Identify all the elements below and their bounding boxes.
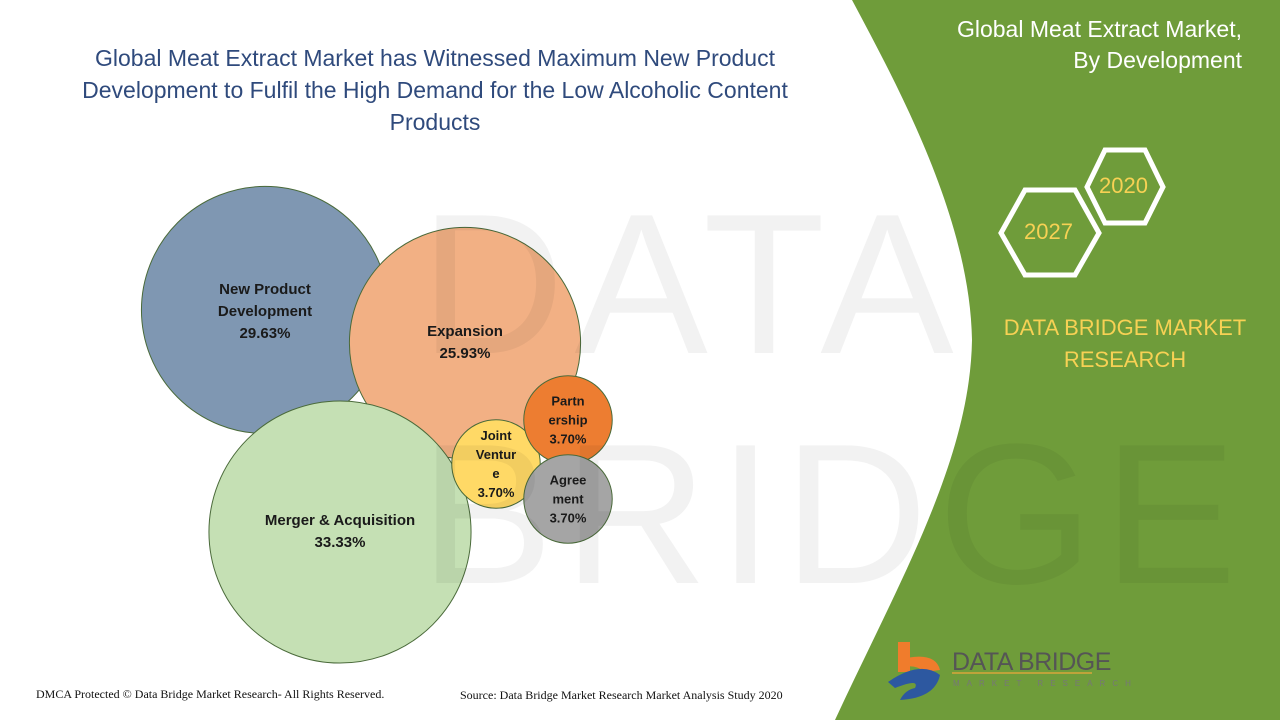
green-side-panel: [835, 0, 1280, 720]
panel-title: Global Meat Extract Market, By Developme…: [957, 14, 1242, 76]
logo-icon: [888, 642, 1092, 700]
bubble-name: e: [492, 466, 500, 481]
brand-line2: RESEARCH: [1063, 347, 1187, 372]
page-title: Global Meat Extract Market has Witnessed…: [82, 45, 788, 135]
brand-line1: DATA BRIDGE MARKET: [1003, 315, 1247, 340]
bubble-value: 3.70%: [477, 485, 515, 500]
bubble-value: 3.70%: [549, 510, 587, 526]
hexagon-2020: [1084, 147, 1166, 226]
bubble-name: Development: [217, 303, 313, 320]
year-2020-label: 2020: [1099, 173, 1148, 198]
bubble-value: 25.93%: [439, 345, 491, 362]
bubble-label: Partn ership 3.70%: [548, 392, 587, 449]
bubble-name: ership: [548, 412, 588, 428]
bubble-value: 33.33%: [314, 534, 366, 551]
panel-title-line2: By Development: [1073, 47, 1242, 73]
year-2027-label: 2027: [1024, 219, 1073, 244]
bubble-agreement: [523, 454, 613, 544]
source-text: Source: Data Bridge Market Research Mark…: [460, 688, 783, 702]
bubble-label: Expansion 25.93%: [427, 321, 503, 365]
copyright-text: DMCA Protected © Data Bridge Market Rese…: [36, 687, 385, 701]
bubble-name: Partn: [551, 393, 585, 409]
logo-text: DATA BRIDGE: [952, 648, 1111, 676]
bubble-value: 3.70%: [549, 431, 587, 447]
bubble-name: Joint: [480, 428, 512, 443]
bubble-merger-acquisition: [208, 400, 472, 664]
bubble-label: New Product Development 29.63%: [218, 279, 312, 345]
bubble-value: 29.63%: [239, 325, 291, 342]
bubble-label: Joint Ventur e 3.70%: [476, 426, 516, 502]
hexagon-2027: [998, 187, 1102, 278]
bubble-label: Agree ment 3.70%: [550, 471, 587, 528]
bubble-name: Ventur: [475, 447, 517, 462]
panel-title-line1: Global Meat Extract Market,: [956, 16, 1242, 42]
bubble-name: Expansion: [427, 323, 503, 340]
bubble-name: Agree: [549, 472, 587, 488]
logo-subtext: MARKET RESEARCH: [953, 679, 1138, 688]
watermark: DATA BRIDGE: [420, 173, 1247, 626]
bubble-name: ment: [552, 491, 584, 507]
bubble-label: Merger & Acquisition 33.33%: [265, 510, 415, 554]
bubble-name: Merger & Acquisition: [264, 512, 416, 529]
bubble-chart: [140, 185, 613, 664]
brand-text: DATA BRIDGE MARKET RESEARCH: [985, 312, 1265, 376]
bubble-name: New Product: [219, 281, 311, 298]
